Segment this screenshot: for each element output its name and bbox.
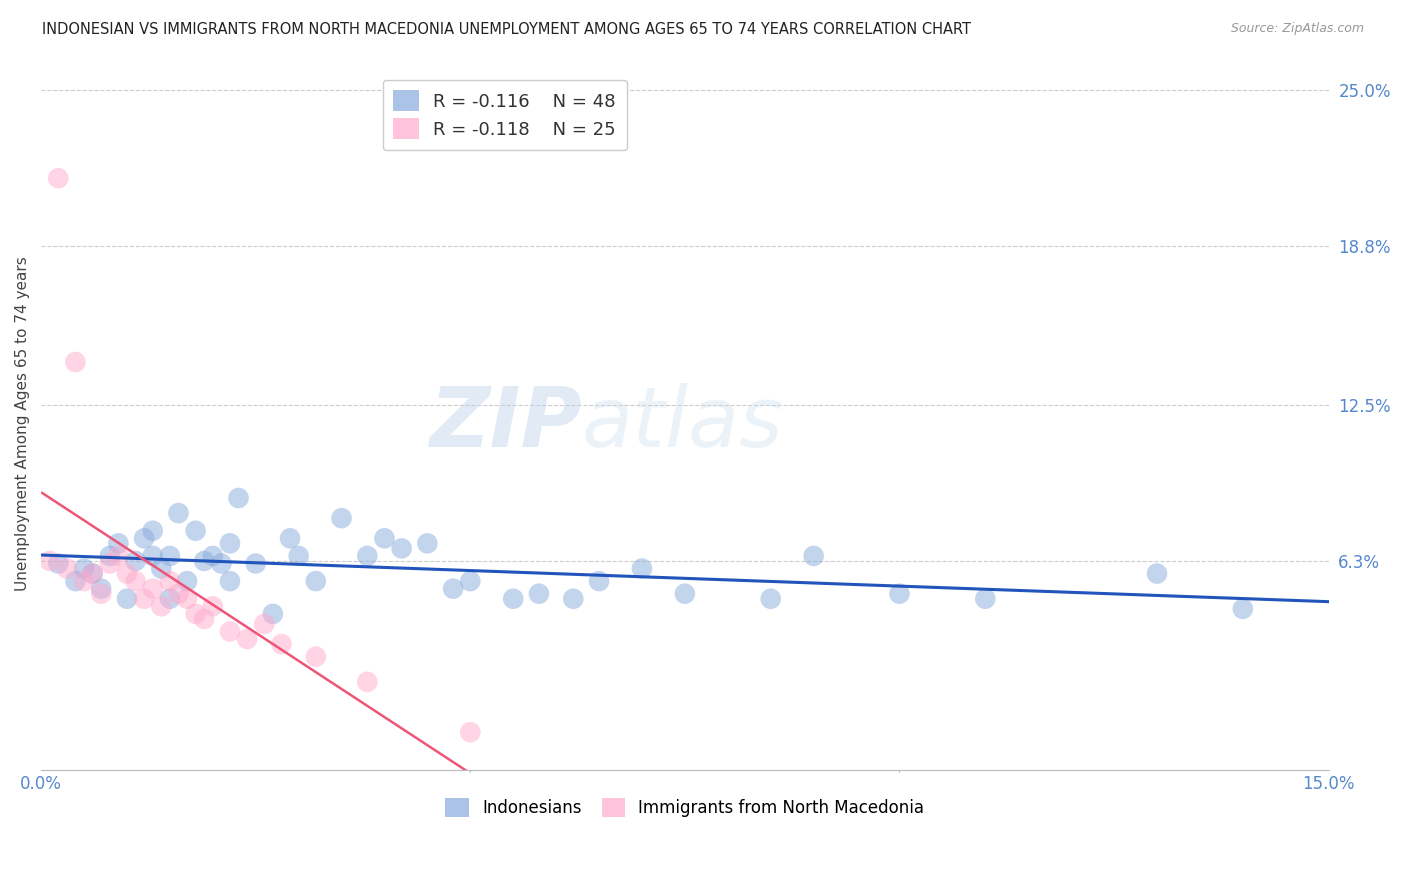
Point xyxy=(150,599,173,614)
Y-axis label: Unemployment Among Ages 65 to 74 years: Unemployment Among Ages 65 to 74 years xyxy=(15,256,30,591)
Point xyxy=(46,171,69,186)
Point xyxy=(184,607,207,621)
Point xyxy=(82,566,104,581)
Point xyxy=(167,587,190,601)
Point xyxy=(142,524,165,538)
Point xyxy=(502,591,524,606)
Point xyxy=(38,554,60,568)
Point xyxy=(356,549,378,563)
Point xyxy=(245,557,267,571)
Point xyxy=(176,591,198,606)
Point xyxy=(1232,602,1254,616)
Point xyxy=(219,574,242,588)
Point xyxy=(176,574,198,588)
Point xyxy=(46,557,69,571)
Text: ZIP: ZIP xyxy=(429,384,582,464)
Point xyxy=(588,574,610,588)
Point xyxy=(150,561,173,575)
Point xyxy=(159,591,181,606)
Point xyxy=(142,549,165,563)
Point xyxy=(98,549,121,563)
Point xyxy=(201,599,224,614)
Point xyxy=(56,561,79,575)
Point xyxy=(974,591,997,606)
Point xyxy=(373,531,395,545)
Point xyxy=(458,725,481,739)
Point xyxy=(107,536,129,550)
Point xyxy=(631,561,654,575)
Point xyxy=(219,624,242,639)
Point xyxy=(330,511,353,525)
Point xyxy=(193,612,215,626)
Point xyxy=(142,582,165,596)
Point xyxy=(193,554,215,568)
Point xyxy=(219,536,242,550)
Point xyxy=(159,574,181,588)
Point xyxy=(253,616,276,631)
Point xyxy=(527,587,550,601)
Point xyxy=(305,649,328,664)
Point xyxy=(82,566,104,581)
Point xyxy=(115,591,138,606)
Point xyxy=(228,491,250,505)
Point xyxy=(416,536,439,550)
Point xyxy=(441,582,464,596)
Point xyxy=(73,574,96,588)
Point xyxy=(803,549,825,563)
Point xyxy=(270,637,292,651)
Point xyxy=(159,549,181,563)
Point xyxy=(356,674,378,689)
Text: atlas: atlas xyxy=(582,384,783,464)
Legend: Indonesians, Immigrants from North Macedonia: Indonesians, Immigrants from North Maced… xyxy=(439,791,931,824)
Point xyxy=(278,531,301,545)
Point xyxy=(305,574,328,588)
Point xyxy=(115,566,138,581)
Point xyxy=(124,574,146,588)
Text: Source: ZipAtlas.com: Source: ZipAtlas.com xyxy=(1230,22,1364,36)
Point xyxy=(132,591,155,606)
Point xyxy=(90,582,112,596)
Point xyxy=(236,632,259,646)
Point xyxy=(759,591,782,606)
Point xyxy=(287,549,309,563)
Point xyxy=(184,524,207,538)
Point xyxy=(167,506,190,520)
Point xyxy=(391,541,413,556)
Point xyxy=(98,557,121,571)
Point xyxy=(262,607,284,621)
Point xyxy=(562,591,585,606)
Point xyxy=(107,549,129,563)
Point xyxy=(65,574,87,588)
Point xyxy=(90,587,112,601)
Point xyxy=(65,355,87,369)
Point xyxy=(124,554,146,568)
Point xyxy=(458,574,481,588)
Point xyxy=(673,587,696,601)
Point xyxy=(209,557,232,571)
Point xyxy=(132,531,155,545)
Point xyxy=(73,561,96,575)
Point xyxy=(201,549,224,563)
Point xyxy=(1146,566,1168,581)
Text: INDONESIAN VS IMMIGRANTS FROM NORTH MACEDONIA UNEMPLOYMENT AMONG AGES 65 TO 74 Y: INDONESIAN VS IMMIGRANTS FROM NORTH MACE… xyxy=(42,22,972,37)
Point xyxy=(889,587,911,601)
